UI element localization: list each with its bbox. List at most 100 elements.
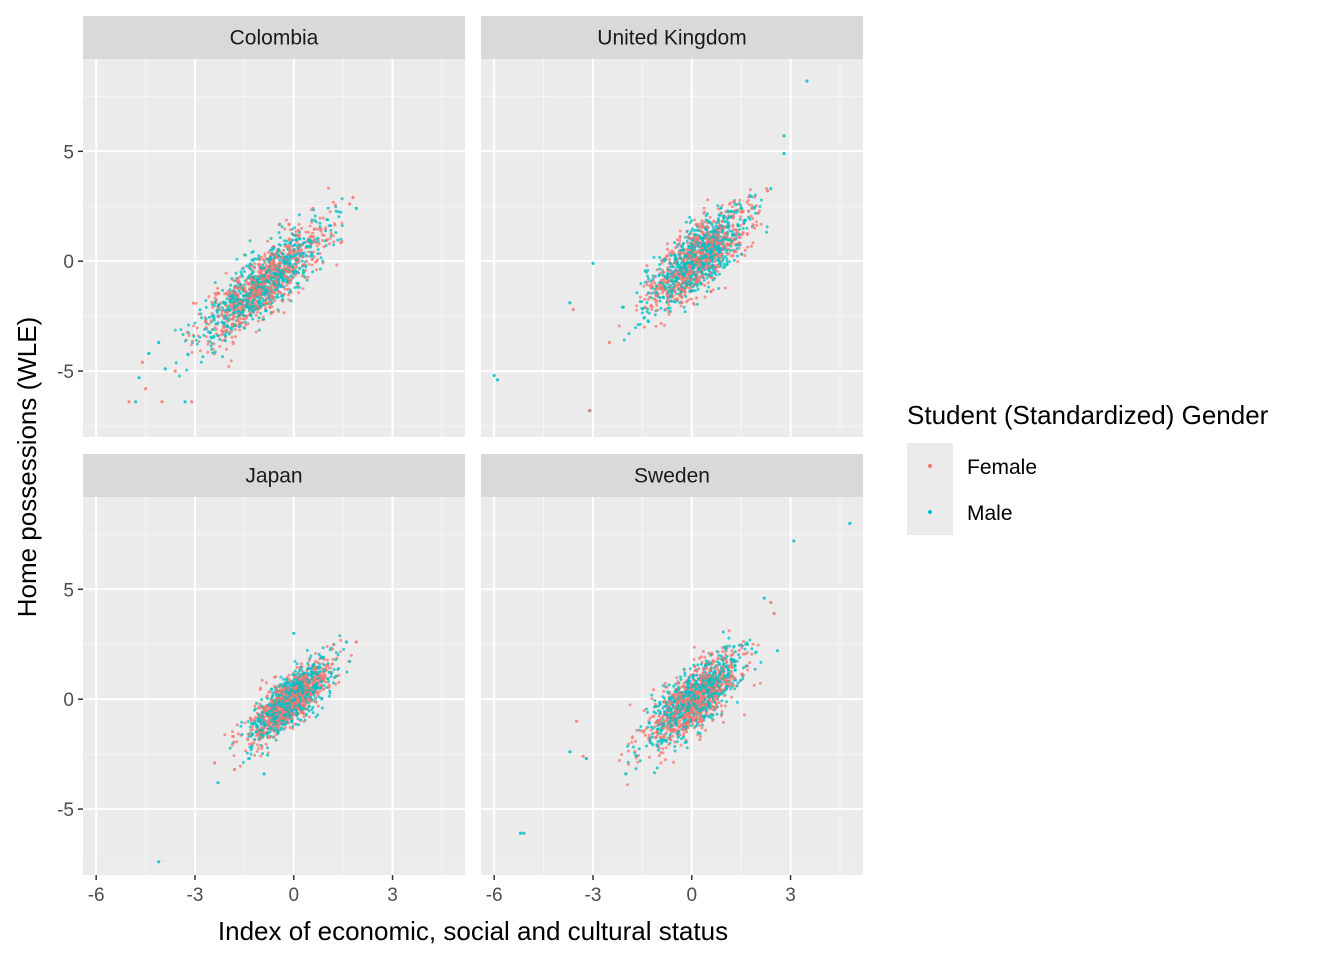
data-point-female [192,324,196,328]
data-point-male [199,312,203,316]
data-point-female [678,243,682,247]
data-point-male [670,299,674,303]
data-point-female [312,228,316,231]
data-point-female [736,260,740,264]
data-point-male [726,210,730,214]
data-point-female [274,696,278,700]
data-point-female [277,309,281,313]
data-point-male [301,689,304,693]
data-point-female [737,241,741,245]
data-point-female [653,275,657,279]
data-point-male [670,278,674,282]
data-point-female [253,266,257,270]
data-point-male [252,304,256,308]
data-point-male [247,274,251,278]
data-point-female [285,218,288,222]
data-point-female [206,342,210,346]
data-point-female [305,682,309,686]
data-point-female [263,261,267,265]
data-point-male [286,705,290,709]
data-point-male [272,282,276,286]
data-point-female [660,287,664,291]
data-point-male [680,273,684,277]
data-point-female [765,189,770,193]
data-point-male [287,711,290,714]
data-point-female [679,277,683,281]
data-point-male [750,195,754,199]
data-point-female [262,731,266,735]
data-point-male [225,297,229,301]
data-point-male [310,252,314,256]
data-point-female [329,231,333,235]
data-point-male [679,269,683,273]
data-point-male [319,256,323,260]
data-point-male [322,655,326,659]
data-point-male [745,226,749,230]
data-point-male [278,275,282,279]
data-point-male [248,745,252,749]
data-point-male [634,326,638,330]
data-point-male [298,254,302,258]
data-point-male [247,757,250,761]
data-point-male [241,299,245,302]
data-point-male [233,324,237,328]
data-point-female [231,313,235,317]
data-point-male [250,731,253,735]
data-point-male [277,243,281,246]
data-point-female [285,269,289,273]
data-point-male [307,667,311,670]
data-point-male [284,702,288,706]
data-point-male [712,244,716,247]
data-point-female [198,349,202,353]
data-point-male [323,239,327,243]
data-point-male [289,715,293,718]
data-point-female [690,257,694,261]
data-point-female [715,667,719,671]
data-point-male [260,711,264,714]
data-point-male [192,335,196,338]
data-point-female [220,313,224,317]
data-point-female [753,226,757,230]
data-point-male [216,304,220,308]
data-point-male [254,287,258,290]
data-point-female [265,694,269,698]
data-point-female [294,261,298,265]
data-point-female [679,304,683,308]
data-point-male [718,272,721,276]
data-point-male [732,258,736,262]
data-point-female [275,256,279,259]
data-point-male [186,352,190,356]
data-point-male [735,247,739,251]
data-point-female [328,236,332,240]
data-point-male [253,738,257,742]
data-point-male [655,284,658,288]
data-point-male [707,285,711,289]
data-point-male [260,715,264,719]
data-point-male [716,204,720,208]
data-point-female [307,230,310,234]
data-point-female [718,259,722,263]
data-point-male [714,273,718,277]
data-point-male [693,289,697,293]
data-point-female [676,270,679,274]
data-point-female [695,255,699,259]
data-point-male [228,326,232,330]
data-point-female [232,740,236,744]
data-point-male [268,709,272,713]
data-point-male [723,255,727,259]
data-point-male [679,675,682,679]
data-point-female [282,274,286,278]
data-point-female [253,262,257,266]
data-point-female [266,719,270,723]
data-point-female [312,250,315,254]
data-point-female [718,242,722,246]
data-point-male [265,279,268,282]
data-point-male [717,251,720,255]
data-point-female [310,258,314,262]
data-point-male [739,204,743,207]
data-point-male [687,232,691,236]
data-point-male [650,291,654,295]
data-point-male [283,681,287,685]
data-point-male [286,681,290,684]
facet-strip-label: Japan [245,465,302,488]
